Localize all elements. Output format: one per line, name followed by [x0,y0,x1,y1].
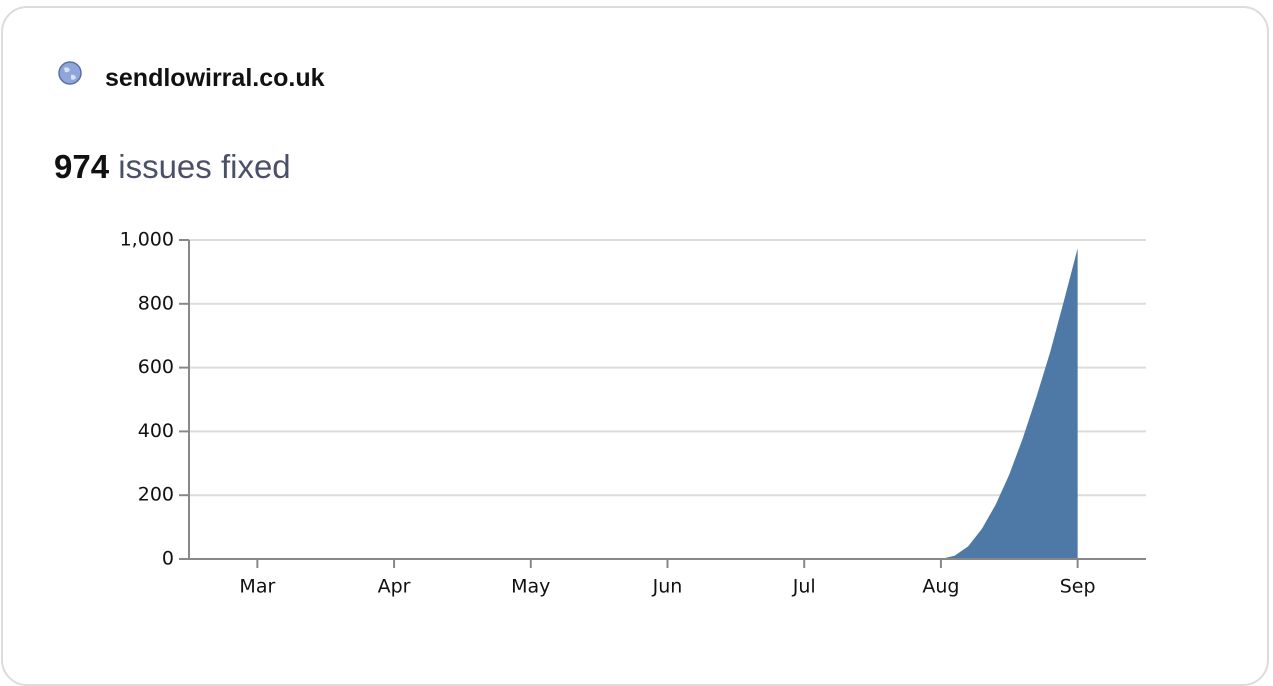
x-tick-label: Jun [652,576,683,598]
x-tick-label: Mar [239,576,275,598]
x-tick-label: Jul [792,576,816,598]
y-tick-label: 0 [162,548,174,570]
fixed-label: issues fixed [118,148,291,185]
chart: 0 200 400 600 800 1,000 Mar Apr May Jun Jul Aug Sep [120,229,1146,598]
fixed-summary: 974 issues fixed [54,148,291,186]
globe-icon [58,61,82,85]
y-tick-label: 1,000 [120,229,174,251]
page: sendlowirral.co.uk 974 issues fixed 0 200… [1,6,1269,686]
y-tick-label: 800 [138,292,174,314]
area [257,248,1078,559]
site-name: sendlowirral.co.uk [105,64,325,92]
x-tick-label: Aug [922,576,959,598]
x-tick-label: Apr [378,576,411,598]
x-tick-label: May [511,576,550,598]
y-tick-label: 200 [138,484,174,506]
x-tick-label: Sep [1060,576,1096,598]
y-tick-label: 600 [138,356,174,378]
fixed-count: 974 [54,148,110,185]
y-tick-label: 400 [138,420,174,442]
